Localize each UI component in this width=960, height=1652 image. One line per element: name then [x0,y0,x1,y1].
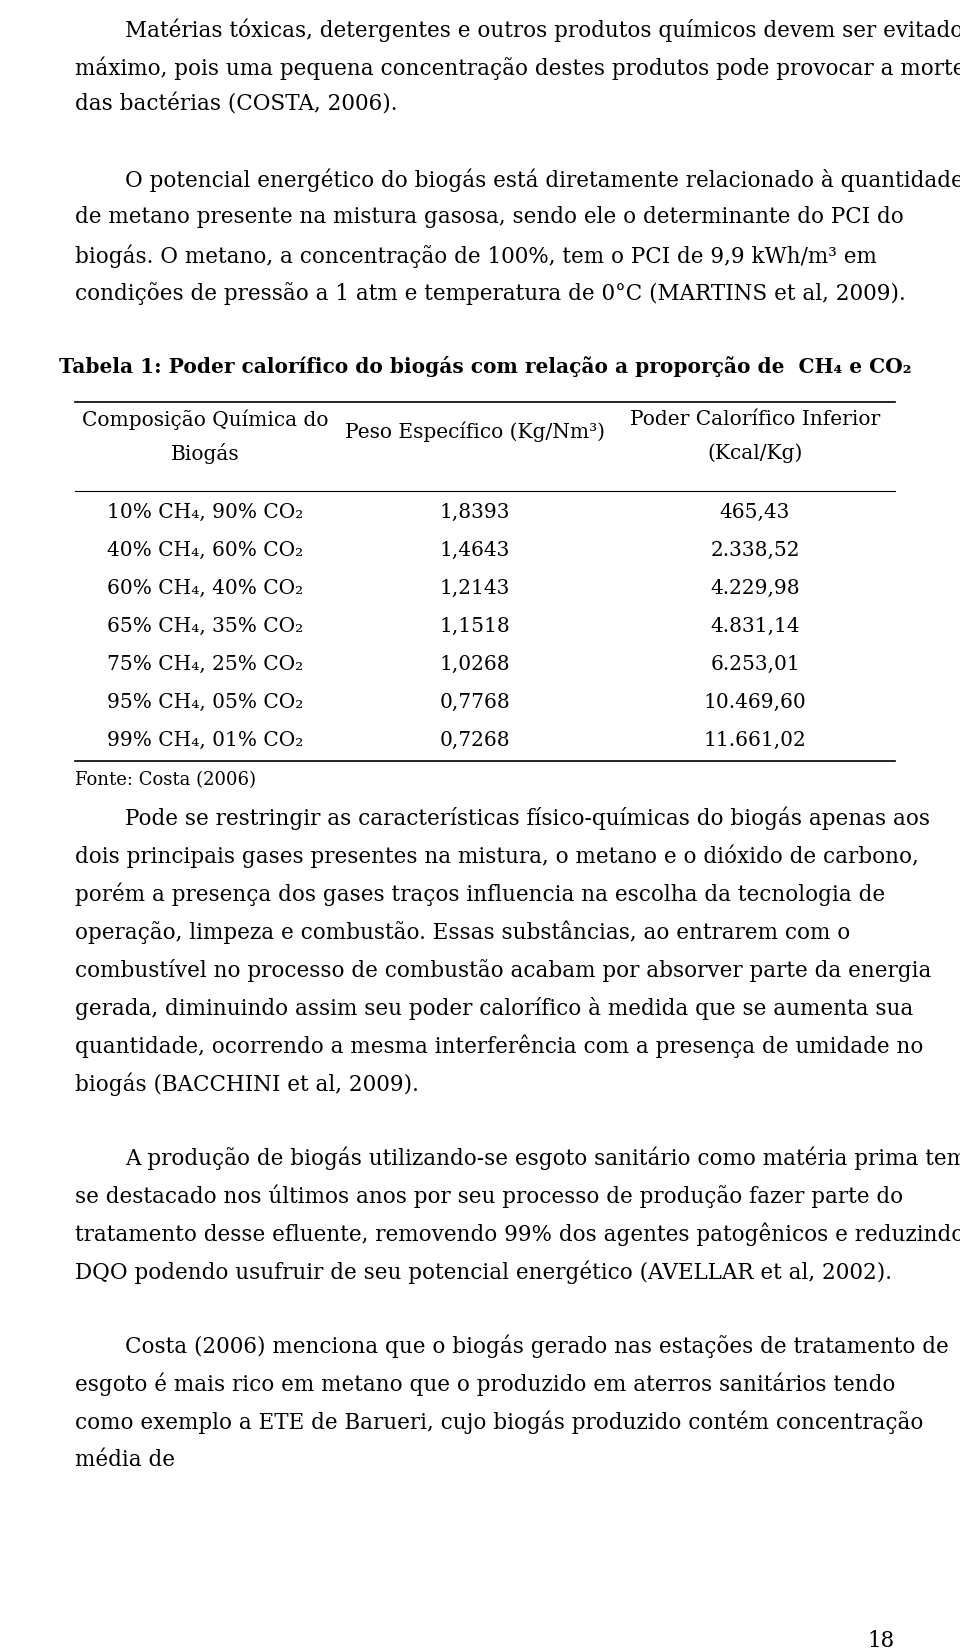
Text: 1,8393: 1,8393 [440,502,511,522]
Text: Pode se restringir as características físico-químicas do biogás apenas aos: Pode se restringir as características fí… [125,806,930,831]
Text: 6.253,01: 6.253,01 [710,654,800,674]
Text: 0,7768: 0,7768 [440,692,511,712]
Text: biogás. O metano, a concentração de 100%, tem o PCI de 9,9 kWh/m³ em: biogás. O metano, a concentração de 100%… [75,244,876,268]
Text: 4.229,98: 4.229,98 [710,578,800,598]
Text: 4.831,14: 4.831,14 [710,616,800,636]
Text: 10% CH₄, 90% CO₂: 10% CH₄, 90% CO₂ [107,502,303,522]
Text: 1,2143: 1,2143 [440,578,510,598]
Text: 465,43: 465,43 [720,502,790,522]
Text: Poder Calorífico Inferior: Poder Calorífico Inferior [630,410,880,430]
Text: (Kcal/Kg): (Kcal/Kg) [708,443,803,463]
Text: Peso Específico (Kg/Nm³): Peso Específico (Kg/Nm³) [345,421,605,443]
Text: 18: 18 [868,1631,895,1652]
Text: Fonte: Costa (2006): Fonte: Costa (2006) [75,771,256,790]
Text: biogás (BACCHINI et al, 2009).: biogás (BACCHINI et al, 2009). [75,1074,419,1097]
Text: Biogás: Biogás [171,443,239,464]
Text: Composição Química do: Composição Química do [82,410,328,431]
Text: tratamento desse efluente, removendo 99% dos agentes patogênicos e reduzindo: tratamento desse efluente, removendo 99%… [75,1222,960,1247]
Text: porém a presença dos gases traços influencia na escolha da tecnologia de: porém a presença dos gases traços influe… [75,884,885,907]
Text: A produção de biogás utilizando-se esgoto sanitário como matéria prima tem: A produção de biogás utilizando-se esgot… [125,1146,960,1171]
Text: dois principais gases presentes na mistura, o metano e o dióxido de carbono,: dois principais gases presentes na mistu… [75,846,919,869]
Text: DQO podendo usufruir de seu potencial energético (AVELLAR et al, 2002).: DQO podendo usufruir de seu potencial en… [75,1260,892,1285]
Text: 1,1518: 1,1518 [440,616,511,636]
Text: Tabela 1: Poder calorífico do biogás com relação a proporção de  CH₄ e CO₂: Tabela 1: Poder calorífico do biogás com… [59,355,911,377]
Text: 11.661,02: 11.661,02 [704,730,806,750]
Text: gerada, diminuindo assim seu poder calorífico à medida que se aumenta sua: gerada, diminuindo assim seu poder calor… [75,998,913,1019]
Text: 1,0268: 1,0268 [440,654,511,674]
Text: esgoto é mais rico em metano que o produzido em aterros sanitários tendo: esgoto é mais rico em metano que o produ… [75,1373,896,1396]
Text: 65% CH₄, 35% CO₂: 65% CH₄, 35% CO₂ [107,616,303,636]
Text: de metano presente na mistura gasosa, sendo ele o determinante do PCI do: de metano presente na mistura gasosa, se… [75,206,903,228]
Text: quantidade, ocorrendo a mesma interferência com a presença de umidade no: quantidade, ocorrendo a mesma interferên… [75,1036,924,1059]
Text: 40% CH₄, 60% CO₂: 40% CH₄, 60% CO₂ [107,540,303,560]
Text: 99% CH₄, 01% CO₂: 99% CH₄, 01% CO₂ [107,730,303,750]
Text: 95% CH₄, 05% CO₂: 95% CH₄, 05% CO₂ [107,692,303,712]
Text: condições de pressão a 1 atm e temperatura de 0°C (MARTINS et al, 2009).: condições de pressão a 1 atm e temperatu… [75,282,905,306]
Text: das bactérias (COSTA, 2006).: das bactérias (COSTA, 2006). [75,94,397,116]
Text: combustível no processo de combustão acabam por absorver parte da energia: combustível no processo de combustão aca… [75,960,931,981]
Text: 10.469,60: 10.469,60 [704,692,806,712]
Text: 0,7268: 0,7268 [440,730,511,750]
Text: se destacado nos últimos anos por seu processo de produção fazer parte do: se destacado nos últimos anos por seu pr… [75,1184,903,1209]
Text: 75% CH₄, 25% CO₂: 75% CH₄, 25% CO₂ [107,654,303,674]
Text: Matérias tóxicas, detergentes e outros produtos químicos devem ser evitados ao: Matérias tóxicas, detergentes e outros p… [125,18,960,41]
Text: O potencial energético do biogás está diretamente relacionado à quantidade: O potencial energético do biogás está di… [125,169,960,192]
Text: máximo, pois uma pequena concentração destes produtos pode provocar a morte: máximo, pois uma pequena concentração de… [75,56,960,79]
Text: Costa (2006) menciona que o biogás gerado nas estações de tratamento de: Costa (2006) menciona que o biogás gerad… [125,1335,948,1358]
Text: como exemplo a ETE de Barueri, cujo biogás produzido contém concentração: como exemplo a ETE de Barueri, cujo biog… [75,1411,924,1434]
Text: operação, limpeza e combustão. Essas substâncias, ao entrarem com o: operação, limpeza e combustão. Essas sub… [75,922,851,945]
Text: 2.338,52: 2.338,52 [710,540,800,560]
Text: 1,4643: 1,4643 [440,540,510,560]
Text: média de: média de [75,1449,175,1470]
Text: 60% CH₄, 40% CO₂: 60% CH₄, 40% CO₂ [107,578,303,598]
